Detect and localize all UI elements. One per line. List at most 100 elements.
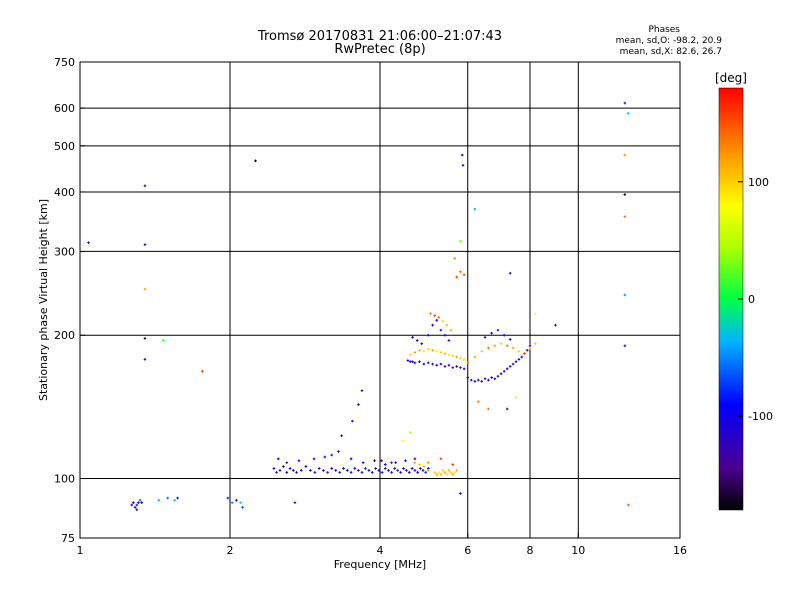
data-point [309, 469, 312, 472]
data-point [443, 471, 447, 474]
data-point [408, 471, 411, 474]
data-point [455, 275, 458, 279]
data-point [426, 461, 430, 464]
data-point [143, 243, 147, 246]
data-point [441, 319, 445, 323]
data-point [508, 271, 512, 275]
data-point [297, 459, 301, 463]
data-point [143, 184, 147, 188]
data-point [496, 374, 500, 378]
x-tick-label: 4 [377, 544, 384, 557]
data-point [401, 439, 405, 443]
data-point [239, 501, 242, 504]
data-point [143, 358, 147, 361]
data-point [426, 347, 430, 351]
data-point [426, 469, 430, 472]
data-point [455, 355, 458, 359]
data-point [439, 328, 443, 332]
data-point [351, 419, 354, 423]
data-point [429, 312, 432, 315]
x-axis-label: Frequency [MHz] [334, 558, 426, 571]
data-point [176, 496, 179, 500]
data-point [408, 360, 412, 363]
data-point [380, 459, 383, 463]
data-point [424, 471, 427, 474]
data-point [439, 473, 443, 476]
data-point [502, 369, 506, 373]
data-point [340, 434, 343, 438]
data-point [473, 207, 477, 211]
colorbar-tick-label: -100 [748, 410, 773, 423]
data-point [627, 112, 630, 115]
data-point [143, 337, 147, 340]
data-point [508, 338, 512, 341]
data-point [627, 503, 630, 507]
data-point [437, 471, 441, 474]
data-point [384, 463, 387, 466]
data-point [455, 365, 458, 368]
data-point [323, 455, 327, 459]
data-point [461, 164, 465, 167]
y-axis-label: Stationary phase Virtual Height [km] [37, 199, 50, 401]
data-point [353, 467, 357, 470]
data-point [451, 473, 455, 476]
data-point [413, 461, 417, 464]
data-point [435, 473, 439, 476]
data-point [342, 467, 345, 470]
data-point [451, 354, 455, 358]
data-point [487, 346, 490, 350]
data-point [480, 350, 484, 353]
data-point [477, 378, 480, 382]
data-point [459, 270, 462, 273]
data-point [493, 344, 497, 348]
data-point [367, 469, 371, 472]
data-points [87, 101, 630, 512]
data-point [623, 344, 627, 348]
data-point [528, 344, 532, 348]
colorbar-tick-label: 100 [748, 176, 769, 189]
data-point [157, 499, 161, 502]
data-point [399, 471, 402, 474]
data-point [312, 457, 316, 461]
data-point [447, 353, 451, 357]
x-tick-label: 2 [227, 544, 234, 557]
data-point [477, 400, 480, 404]
data-point [439, 351, 443, 354]
colorbar-label: [deg] [715, 71, 747, 85]
data-point [317, 467, 321, 470]
data-point [439, 362, 443, 366]
y-tick-label: 500 [54, 140, 75, 153]
data-point [394, 461, 397, 464]
data-point [445, 323, 449, 327]
colorbar-ticks: 100 0 -100 [738, 176, 773, 423]
data-point [499, 372, 503, 376]
data-point [487, 378, 490, 382]
data-point [276, 457, 280, 461]
data-point [411, 336, 414, 339]
data-point [133, 506, 137, 509]
data-point [162, 339, 165, 342]
data-point [357, 403, 360, 406]
data-point [421, 469, 425, 472]
data-point [293, 501, 297, 504]
data-point [525, 348, 529, 352]
data-point [449, 471, 453, 474]
data-point [304, 465, 308, 468]
data-point [453, 257, 457, 260]
data-point [87, 241, 90, 244]
data-point [130, 503, 134, 507]
x-tick-label: 1 [77, 544, 84, 557]
data-point [623, 153, 627, 157]
data-point [370, 471, 374, 474]
legend-line-x: mean, sd,X: 82.6, 26.7 [620, 47, 722, 57]
data-point [418, 348, 421, 352]
data-point [396, 469, 399, 472]
data-point [411, 360, 414, 363]
data-point [505, 407, 509, 411]
data-point [514, 396, 518, 399]
data-point [447, 339, 451, 342]
data-point [466, 376, 470, 379]
data-point [349, 471, 353, 474]
data-point [623, 193, 627, 196]
data-point [140, 501, 144, 504]
